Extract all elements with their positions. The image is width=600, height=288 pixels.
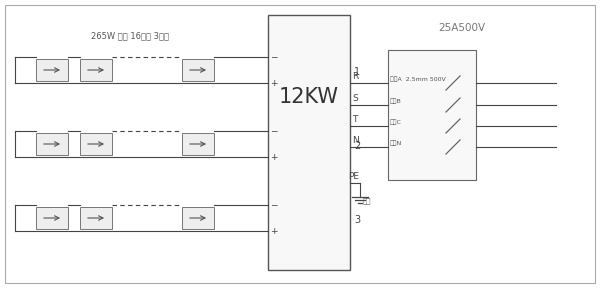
Text: N: N [352,136,359,145]
Text: +: + [270,226,277,236]
Bar [182,207,214,229]
Text: +: + [270,153,277,162]
Text: 相线C: 相线C [390,120,402,125]
Bar [36,133,68,155]
Bar [80,207,112,229]
Bar [80,133,112,155]
Text: −: − [270,126,277,135]
Text: R: R [352,72,358,81]
Text: −: − [270,52,277,62]
Text: −: − [270,200,277,209]
Text: T: T [352,115,358,124]
Bar [182,133,214,155]
Bar [388,50,476,180]
Text: 1: 1 [354,67,360,77]
Text: 25A500V: 25A500V [439,23,485,33]
Bar [268,15,350,270]
Text: 相线B: 相线B [390,98,402,104]
Text: 3: 3 [354,215,360,225]
Text: 2: 2 [354,141,360,151]
Bar [182,59,214,81]
Bar [36,59,68,81]
Bar [80,59,112,81]
Text: 相线A  2.5mm 500V: 相线A 2.5mm 500V [390,76,446,82]
Text: 地线: 地线 [363,197,371,204]
Bar [36,207,68,229]
Text: +: + [270,79,277,88]
Text: 265W 组件 16串联 3并联: 265W 组件 16串联 3并联 [91,31,169,41]
Text: 12KW: 12KW [279,87,339,107]
Text: S: S [352,94,358,103]
Text: 零线N: 零线N [390,141,402,146]
Text: PE: PE [348,172,359,181]
